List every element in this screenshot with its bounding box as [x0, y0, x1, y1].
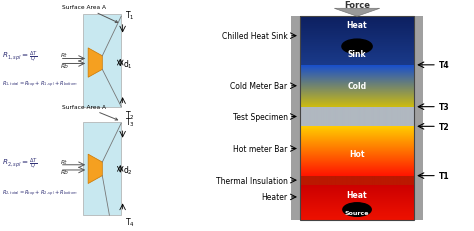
FancyBboxPatch shape — [414, 17, 423, 220]
Polygon shape — [88, 155, 102, 184]
Text: Hot meter Bar: Hot meter Bar — [233, 144, 288, 153]
Text: T$_2$: T$_2$ — [125, 109, 135, 121]
Text: Source: Source — [345, 210, 369, 215]
Text: Sink: Sink — [348, 49, 366, 58]
Text: T$_1$: T$_1$ — [125, 10, 135, 22]
Text: Rt: Rt — [61, 53, 68, 58]
FancyBboxPatch shape — [83, 123, 121, 215]
Text: Hot: Hot — [349, 149, 365, 158]
Text: Rb: Rb — [61, 169, 69, 174]
Text: Rt: Rt — [61, 159, 68, 164]
Polygon shape — [334, 9, 380, 17]
Text: d$_2$: d$_2$ — [123, 163, 132, 176]
Text: Chilled Heat Sink: Chilled Heat Sink — [222, 32, 288, 41]
Text: $R_{2,total}=R_{top}+R_{2,spl}+R_{bottom}$: $R_{2,total}=R_{top}+R_{2,spl}+R_{bottom… — [1, 188, 77, 198]
Text: Surface Area A: Surface Area A — [62, 5, 118, 24]
Text: T$_3$: T$_3$ — [125, 116, 135, 128]
FancyBboxPatch shape — [83, 15, 121, 107]
Text: d$_1$: d$_1$ — [123, 58, 132, 70]
Text: $R_{1,spl}=\frac{\Delta T}{Q}$: $R_{1,spl}=\frac{\Delta T}{Q}$ — [1, 49, 38, 64]
Text: Force: Force — [344, 1, 370, 10]
Text: Cold Meter Bar: Cold Meter Bar — [230, 82, 288, 91]
Text: T2: T2 — [439, 122, 450, 131]
Text: Surface Area A: Surface Area A — [62, 104, 118, 121]
Text: Rb: Rb — [61, 63, 69, 68]
Text: Cold: Cold — [347, 82, 366, 91]
FancyBboxPatch shape — [292, 17, 300, 220]
Circle shape — [342, 40, 372, 54]
Text: $R_{1,total}=R_{top}+R_{1,spl}+R_{bottom}$: $R_{1,total}=R_{top}+R_{1,spl}+R_{bottom… — [1, 79, 77, 90]
Text: Test Specimen: Test Specimen — [233, 112, 288, 122]
Text: $R_{2,spl}=\frac{\Delta T}{Q}$: $R_{2,spl}=\frac{\Delta T}{Q}$ — [1, 156, 38, 170]
Text: Thermal Insulation: Thermal Insulation — [216, 176, 288, 185]
Text: T1: T1 — [439, 171, 450, 180]
Text: T$_4$: T$_4$ — [125, 215, 135, 228]
Polygon shape — [88, 49, 102, 78]
Text: Heat: Heat — [346, 190, 367, 199]
Text: Heater: Heater — [262, 193, 288, 202]
Text: T4: T4 — [439, 61, 450, 70]
Text: Heat: Heat — [346, 21, 367, 30]
Circle shape — [343, 203, 371, 216]
Text: T3: T3 — [439, 103, 450, 112]
